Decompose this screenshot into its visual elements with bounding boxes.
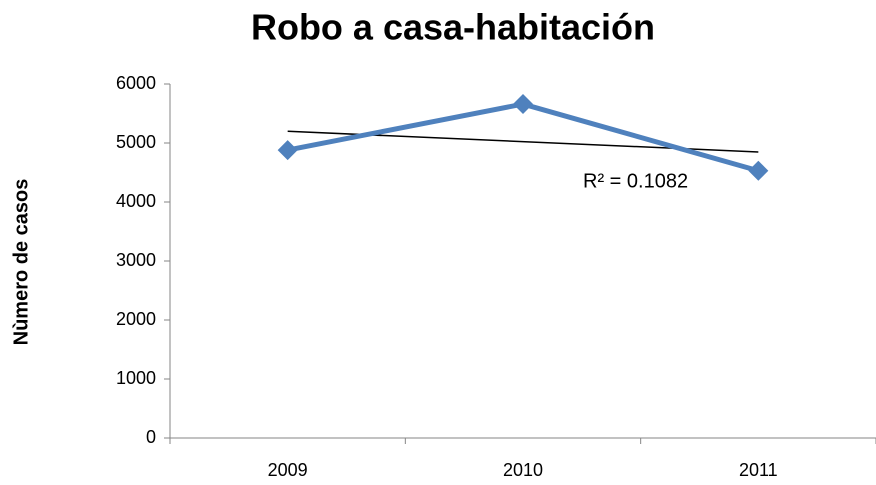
trendline-label: R² = 0.1082 bbox=[583, 170, 688, 192]
y-tick-label: 4000 bbox=[116, 191, 156, 211]
x-tick-label: 2011 bbox=[739, 460, 778, 480]
y-tick-label: 3000 bbox=[116, 250, 156, 270]
y-tick-label: 5000 bbox=[116, 132, 156, 152]
marker bbox=[277, 140, 298, 161]
x-tick-label: 2010 bbox=[503, 460, 543, 480]
y-tick-label: 2000 bbox=[116, 309, 156, 329]
chart-title: Robo a casa-habitación bbox=[251, 7, 655, 48]
x-tick-label: 2009 bbox=[268, 460, 308, 480]
marker bbox=[748, 160, 769, 181]
y-tick-label: 1000 bbox=[116, 368, 156, 388]
y-tick-label: 0 bbox=[146, 427, 156, 447]
y-tick-label: 6000 bbox=[116, 73, 156, 93]
marker bbox=[513, 94, 533, 115]
data-line bbox=[287, 101, 760, 174]
y-axis-label: Nùmero de casos bbox=[10, 179, 32, 346]
